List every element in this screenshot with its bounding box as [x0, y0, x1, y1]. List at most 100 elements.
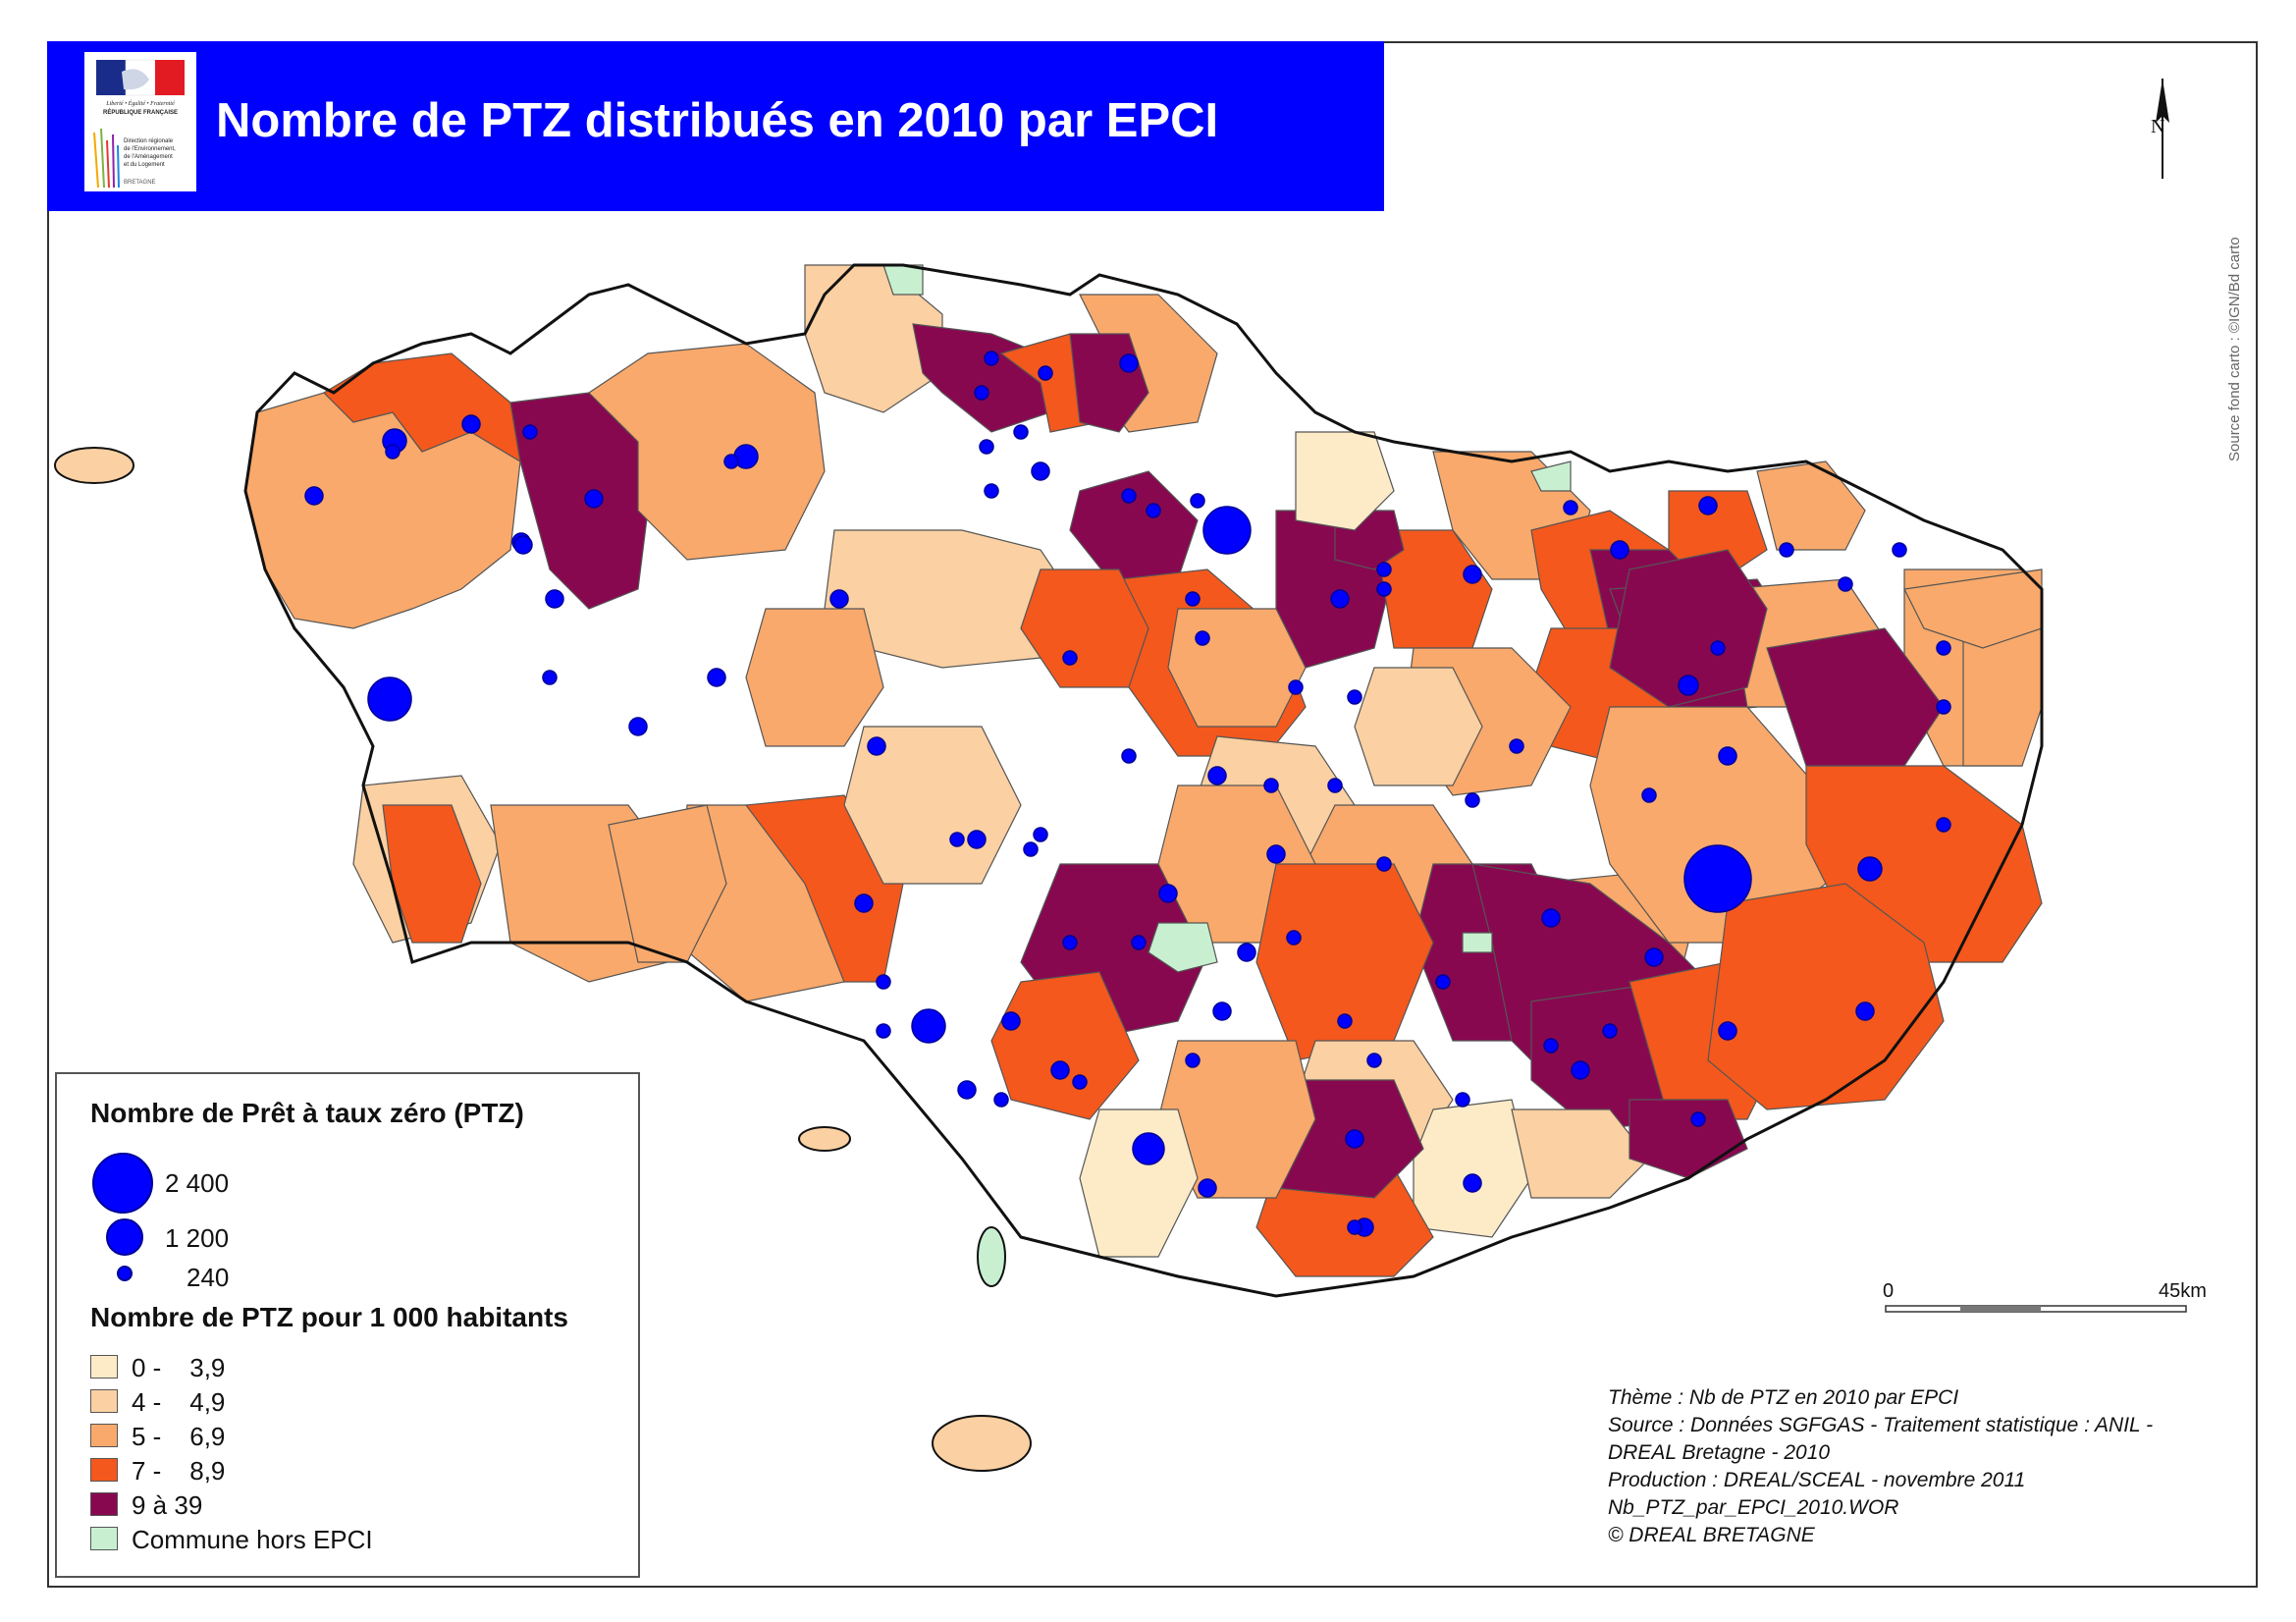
ptz-circle — [461, 414, 481, 434]
ptz-circle — [876, 1023, 891, 1039]
title-band — [47, 41, 1384, 211]
ptz-circle — [1855, 1001, 1875, 1021]
legend-circle-label: 2 400 — [165, 1168, 230, 1198]
ptz-circle — [1198, 1178, 1217, 1198]
legend-class-label: 0 - 3,9 — [132, 1353, 226, 1382]
ptz-circle — [1936, 699, 1951, 715]
source-credit: Source fond carto : ©IGN/Bd carto — [2226, 237, 2243, 461]
epci-area — [1079, 1108, 1199, 1258]
ptz-circle — [1376, 562, 1392, 577]
ptz-circle — [1683, 844, 1752, 913]
svg-text:et du Logement: et du Logement — [124, 162, 165, 168]
ptz-circle — [1543, 1038, 1559, 1054]
ptz-circle — [979, 439, 994, 455]
svg-text:de l'Environnement,: de l'Environnement, — [124, 146, 176, 152]
dreal-logo: Liberté • Égalité • Fraternité RÉPUBLIQU… — [84, 52, 196, 191]
ptz-circle — [1121, 748, 1137, 764]
ptz-circle — [304, 486, 324, 506]
ptz-circle — [974, 385, 989, 401]
ptz-circle — [1158, 884, 1178, 903]
north-arrow — [2156, 79, 2169, 179]
ptz-circle — [1330, 589, 1350, 609]
epci-area — [1295, 431, 1395, 531]
ptz-circle — [542, 670, 558, 685]
ptz-circle — [1936, 817, 1951, 833]
legend-circle-2400 — [92, 1153, 153, 1214]
ptz-circle — [1288, 679, 1304, 695]
epci-area — [1629, 1099, 1748, 1179]
ptz-circle — [584, 489, 604, 509]
ptz-circle — [1038, 365, 1053, 381]
ptz-circle — [1212, 1001, 1232, 1021]
ptz-circle — [1050, 1060, 1070, 1080]
epci-area — [1903, 568, 2043, 649]
epci-area — [1462, 932, 1493, 953]
ptz-circle — [1465, 792, 1480, 808]
ptz-circle — [967, 830, 987, 849]
ptz-circle — [1132, 1132, 1165, 1165]
ptz-circle — [1678, 675, 1699, 696]
ptz-circle — [1718, 746, 1737, 766]
epci-area — [588, 343, 826, 561]
ptz-circle — [1033, 827, 1048, 842]
ptz-circle — [1641, 787, 1657, 803]
epci-area — [1707, 883, 1945, 1110]
epci-area — [1530, 460, 1572, 492]
ptz-circle — [1602, 1023, 1618, 1039]
map-metadata: Thème : Nb de PTZ en 2010 par EPCI Sourc… — [1608, 1384, 2153, 1549]
ptz-circle — [1455, 1092, 1470, 1108]
ptz-circle — [1062, 935, 1078, 950]
epci-area — [1148, 922, 1218, 973]
meta-line: Production : DREAL/SCEAL - novembre 2011 — [1608, 1469, 2026, 1491]
scale-start-label: 0 — [1883, 1280, 1895, 1302]
ptz-circle — [1710, 640, 1726, 656]
ptz-circle — [1698, 496, 1718, 515]
legend-circle-240 — [117, 1266, 133, 1281]
ptz-circle — [1376, 581, 1392, 597]
legend-class-label: 7 - 8,9 — [132, 1456, 226, 1486]
epci-area — [1373, 529, 1493, 649]
ptz-circle — [1857, 856, 1883, 882]
meta-line: Thème : Nb de PTZ en 2010 par EPCI — [1608, 1386, 1959, 1409]
legend-swatch-class2 — [90, 1389, 118, 1413]
ptz-circle — [1119, 353, 1139, 373]
ptz-circle — [1190, 493, 1205, 509]
ptz-circle — [1347, 1219, 1362, 1235]
ptz-circles — [304, 351, 1951, 1237]
ptz-circle — [1509, 738, 1524, 754]
ptz-circle — [876, 974, 891, 990]
epci-territories — [54, 263, 2044, 1472]
meta-line: Nb_PTZ_par_EPCI_2010.WOR — [1608, 1496, 1899, 1519]
ptz-circle — [1690, 1111, 1706, 1127]
ptz-circle — [1195, 630, 1210, 646]
svg-text:Liberté • Égalité • Fraternité: Liberté • Égalité • Fraternité — [105, 99, 175, 107]
island — [54, 447, 134, 484]
epci-area — [1756, 460, 1866, 551]
ptz-circle — [1013, 424, 1029, 440]
epci-area — [912, 323, 1051, 433]
ptz-circle — [1463, 1173, 1482, 1193]
ptz-circle — [1563, 500, 1578, 515]
ptz-circle — [1131, 935, 1147, 950]
ptz-circle — [1185, 1053, 1201, 1068]
ptz-circle — [367, 676, 412, 722]
meta-line: DREAL Bretagne - 2010 — [1608, 1441, 1831, 1464]
ptz-circle — [1072, 1074, 1088, 1090]
legend-circle-label: 1 200 — [165, 1223, 230, 1253]
epci-area — [1511, 1108, 1650, 1199]
epci-area — [1167, 608, 1307, 728]
republique-logo-icon: Liberté • Égalité • Fraternité RÉPUBLIQU… — [93, 59, 185, 189]
ptz-circle — [984, 483, 999, 499]
ptz-circle — [1185, 591, 1201, 607]
epci-area — [1354, 667, 1483, 786]
legend-swatch-class4 — [90, 1458, 118, 1482]
ptz-circle — [1237, 943, 1256, 962]
epci-area — [1766, 627, 1945, 767]
ptz-circle — [1644, 947, 1664, 967]
island — [932, 1415, 1032, 1472]
legend-swatch-class1 — [90, 1355, 118, 1379]
ptz-circle — [1718, 1021, 1737, 1041]
legend: Nombre de Prêt à taux zéro (PTZ) 2 400 1… — [55, 1072, 640, 1578]
svg-text:Direction régionale: Direction régionale — [124, 138, 174, 144]
